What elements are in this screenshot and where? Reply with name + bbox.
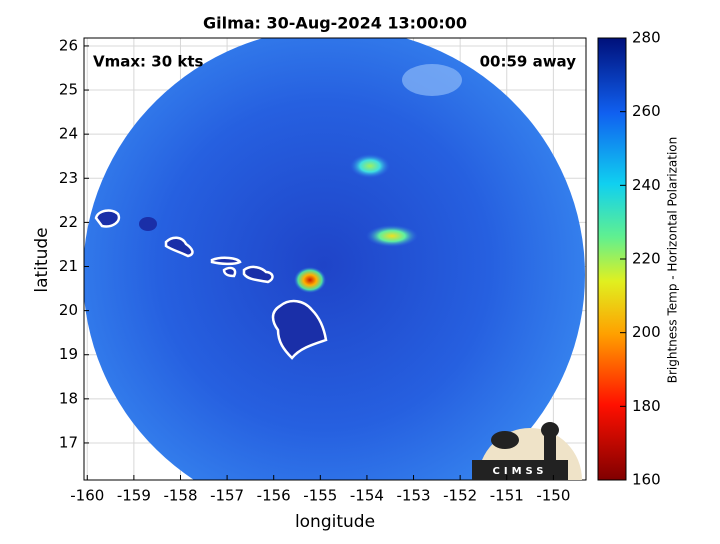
x-tick-label: -151 (490, 487, 524, 505)
logo: CIMSS (472, 422, 582, 480)
y-tick-label: 20 (59, 301, 78, 319)
x-tick-label: -155 (303, 487, 337, 505)
x-tick-label: -157 (210, 487, 244, 505)
annotation: 00:59 away (480, 53, 577, 71)
y-tick-label: 19 (59, 345, 78, 363)
chart-title: Gilma: 30-Aug-2024 13:00:00 (203, 14, 467, 33)
feature (402, 64, 462, 96)
y-tick-label: 22 (59, 213, 78, 231)
x-tick-label: -158 (163, 487, 197, 505)
colorbar-tick-label: 200 (632, 323, 661, 341)
y-axis-label: latitude (32, 227, 52, 292)
y-tick-label: 25 (59, 81, 78, 99)
x-axis-label: longitude (295, 512, 375, 532)
logo-text: CIMSS (493, 466, 548, 477)
colorbar-tick-label: 220 (632, 250, 661, 268)
x-tick-label: -160 (70, 487, 104, 505)
feature (366, 225, 418, 247)
x-tick-label: -150 (536, 487, 570, 505)
colorbar-label: Brightness Temp - Horizontal Polarizatio… (666, 137, 680, 384)
x-tick-label: -159 (117, 487, 151, 505)
y-tick-label: 21 (59, 257, 78, 275)
y-tick-label: 17 (59, 433, 78, 451)
y-tick-label: 24 (59, 125, 78, 143)
x-tick-label: -156 (257, 487, 291, 505)
x-tick-label: -152 (443, 487, 477, 505)
feature (350, 154, 390, 178)
y-tick-label: 23 (59, 169, 78, 187)
colorbar-tick-label: 280 (632, 29, 661, 47)
y-tick-label: 18 (59, 389, 78, 407)
colorbar-tick-label: 180 (632, 397, 661, 415)
swath (84, 38, 585, 480)
y-tick-label: 26 (59, 36, 78, 54)
x-tick-label: -154 (350, 487, 384, 505)
colorbar-tick-label: 160 (632, 471, 661, 489)
plot-frame (83, 37, 587, 481)
image (84, 38, 585, 480)
feature (294, 267, 326, 293)
annotation: Vmax: 30 kts (93, 53, 203, 71)
coastlines (94, 209, 328, 360)
x-tick-label: -153 (397, 487, 431, 505)
colorbar-tick-label: 260 (632, 102, 661, 120)
colorbar-tick-label: 240 (632, 176, 661, 194)
